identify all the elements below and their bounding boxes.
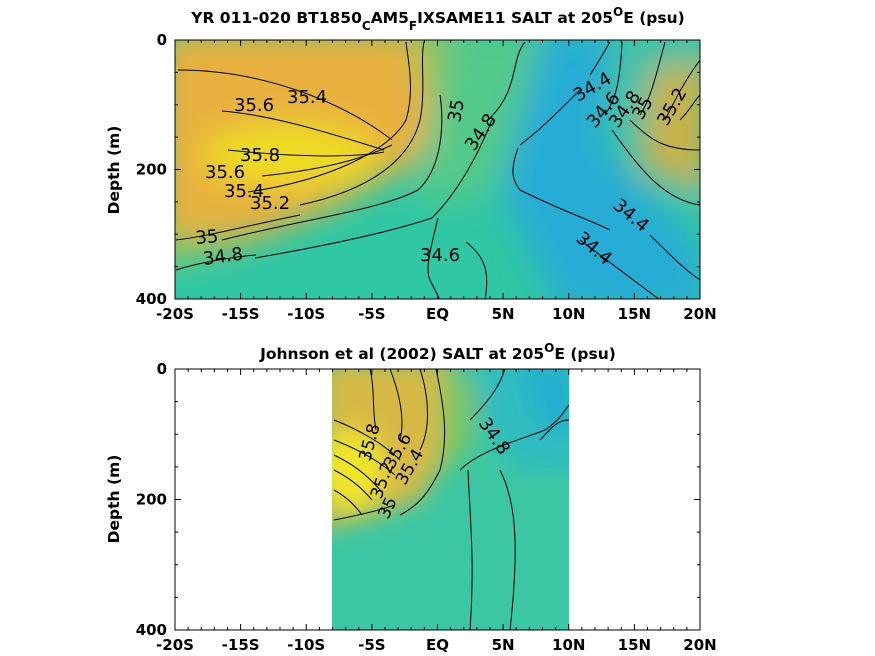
x-tick-label: -5S [358,305,385,323]
x-tick-label: -15S [222,305,260,323]
x-tick-label: -10S [287,305,325,323]
top-ylabel: Depth (m) [105,126,123,215]
top-contour-label: 35.6 [234,95,274,116]
top-title: YR 011-020 BT1850CAM5FIXSAME11 SALT at 2… [190,5,685,33]
bottom-ylabel: Depth (m) [105,455,123,544]
top-contour-label: 35.4 [287,87,327,108]
top-heatmap [175,40,700,299]
top-contour-label: 34.6 [420,245,460,266]
bottom-ticks: -20S -15S -10S -5S EQ 5N 10N 15N 20N 0 200 400 [136,360,717,654]
y-tick-label: 400 [136,621,167,639]
x-tick-label: -5S [358,636,385,654]
x-tick-label: 15N [618,636,651,654]
top-contour-label: 35.8 [240,145,280,166]
top-panel: YR 011-020 BT1850CAM5FIXSAME11 SALT at 2… [105,5,717,323]
y-tick-label: 0 [157,360,167,378]
top-contour-label: 35.6 [205,162,245,183]
top-contour-label: 35.2 [250,193,290,214]
x-tick-label: 10N [552,305,585,323]
x-tick-label: -20S [156,305,194,323]
top-contour-label: 35 [444,98,469,124]
x-tick-label: EQ [426,305,449,323]
x-tick-label: -10S [287,636,325,654]
x-tick-label: EQ [426,636,449,654]
bottom-contour-lines [333,369,569,630]
x-tick-label: -20S [156,636,194,654]
y-tick-label: 400 [136,290,167,308]
y-tick-label: 200 [136,491,167,509]
bottom-heatmap [332,369,569,630]
x-tick-label: 10N [552,636,585,654]
x-tick-label: 5N [492,305,515,323]
x-tick-label: 15N [618,305,651,323]
top-ticks: -20S -15S -10S -5S EQ 5N 10N 15N 20N 0 200 400 [136,31,717,323]
x-tick-label: 5N [492,636,515,654]
x-tick-label: 20N [683,305,716,323]
y-tick-label: 200 [136,161,167,179]
top-contour-label: 35.4 [224,181,264,202]
x-tick-label: -15S [222,636,260,654]
y-tick-label: 0 [157,31,167,49]
x-tick-label: 20N [683,636,716,654]
top-contour-label: 35 [195,226,220,249]
bottom-panel: Johnson et al (2002) SALT at 205OE (psu) [105,341,717,654]
bottom-title: Johnson et al (2002) SALT at 205OE (psu) [259,341,616,363]
top-contour-lines [175,41,700,299]
